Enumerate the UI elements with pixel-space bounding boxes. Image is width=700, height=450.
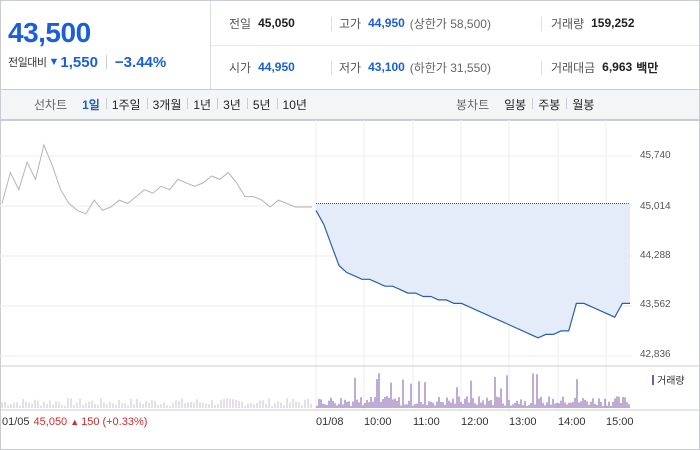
- divider: [105, 55, 107, 69]
- divider: [541, 61, 542, 75]
- amount-value: 6,963: [602, 60, 633, 74]
- chart-toolbar: 선차트 1일 1주일 3개월 1년 3년 5년 10년 봉차트 일봉 주봉 월봉: [0, 90, 700, 120]
- amount-unit: 백만: [636, 60, 659, 75]
- change-label: 전일대비: [8, 57, 47, 69]
- up-arrow-icon: ▲: [70, 417, 80, 427]
- period-1y-tab[interactable]: 1년: [187, 96, 217, 113]
- row-divider: [211, 45, 699, 46]
- y-tick-label: 44,288: [640, 250, 671, 261]
- volume-swatch: [652, 374, 654, 385]
- line-chart-label: 선차트: [34, 98, 68, 112]
- y-tick-label: 45,740: [640, 150, 671, 161]
- prev-day-date: 01/05: [2, 416, 30, 428]
- monthly-candle-tab[interactable]: 월봉: [566, 96, 600, 113]
- x-tick-label: 12:00: [461, 416, 489, 428]
- x-tick-label: 15:00: [606, 416, 634, 428]
- high-value: 44,950: [368, 16, 405, 30]
- x-tick-label: 13:00: [509, 416, 537, 428]
- quote-header: 43,500 전일대비 ▼ 1,550 −3.44% 전일 45,050 고가 …: [0, 0, 700, 90]
- candle-group: 봉차트 일봉 주봉 월봉: [456, 90, 600, 119]
- prev-day-close: 45,050: [33, 416, 68, 428]
- divider: [331, 61, 332, 75]
- x-tick-label: 10:00: [364, 416, 392, 428]
- prev-close-value: 45,050: [258, 16, 295, 30]
- price-summary: 43,500 전일대비 ▼ 1,550 −3.44%: [1, 1, 211, 89]
- low-label: 저가: [339, 60, 362, 75]
- low-value: 43,100: [368, 60, 405, 74]
- high-label: 고가: [339, 16, 362, 31]
- candle-chart-label: 봉차트: [456, 98, 490, 112]
- high-cell: 고가 44,950 (상한가 58,500): [339, 1, 491, 45]
- volume-legend-label: 거래량: [657, 376, 685, 387]
- amount-label: 거래대금: [551, 60, 596, 75]
- open-cell: 시가 44,950: [229, 45, 295, 89]
- down-arrow-icon: ▼: [48, 56, 60, 68]
- volume-legend: 거래량: [652, 372, 685, 387]
- prev-day-change-pct: (+0.33%): [102, 416, 148, 428]
- volume-cell: 거래량 159,252: [551, 1, 635, 45]
- amount-cell: 거래대금 6,963 백만: [551, 45, 658, 89]
- weekly-candle-tab[interactable]: 주봉: [532, 96, 566, 113]
- volume-value: 159,252: [591, 16, 635, 30]
- x-tick-label: 14:00: [558, 416, 586, 428]
- quote-stats: 전일 45,050 고가 44,950 (상한가 58,500) 거래량 159…: [211, 1, 699, 89]
- x-tick-label: 01/08: [316, 416, 344, 428]
- change-absolute: 1,550: [60, 53, 98, 71]
- period-3m-tab[interactable]: 3개월: [146, 96, 188, 113]
- chart-canvas: [0, 120, 700, 450]
- y-tick-label: 42,836: [640, 349, 671, 360]
- y-tick-label: 43,562: [640, 299, 671, 310]
- x-tick-label: 11:00: [413, 416, 440, 428]
- today-price-line: [315, 210, 630, 339]
- today-area-fill: [316, 203, 630, 338]
- change-row: 전일대비 ▼ 1,550 −3.44%: [8, 53, 166, 71]
- prev-day-change: 150: [81, 416, 100, 428]
- period-1w-tab[interactable]: 1주일: [105, 96, 147, 113]
- prev-close-label: 전일: [229, 16, 252, 31]
- period-1d-tab[interactable]: 1일: [82, 98, 100, 112]
- period-10y-tab[interactable]: 10년: [276, 96, 313, 113]
- open-value: 44,950: [258, 60, 295, 74]
- divider: [331, 17, 332, 31]
- prev-day-info: 01/05 45,050 ▲ 150 (+0.33%): [2, 416, 147, 428]
- prev-close-cell: 전일 45,050: [229, 1, 295, 45]
- low-cell: 저가 43,100 (하한가 31,550): [339, 45, 491, 89]
- daily-candle-tab[interactable]: 일봉: [504, 98, 527, 112]
- current-price: 43,500: [8, 17, 91, 48]
- upper-limit: (상한가 58,500): [409, 16, 491, 31]
- open-label: 시가: [229, 60, 252, 75]
- y-tick-label: 45,014: [640, 201, 671, 212]
- change-percent: −3.44%: [114, 53, 167, 71]
- volume-label: 거래량: [551, 16, 585, 31]
- lower-limit: (하한가 31,550): [409, 60, 491, 75]
- divider: [541, 17, 542, 31]
- prev-day-line: [1, 143, 312, 215]
- period-5y-tab[interactable]: 5년: [246, 96, 277, 113]
- period-3y-tab[interactable]: 3년: [217, 96, 247, 113]
- price-chart: 45,740 45,014 44,288 43,562 42,836 거래량 0…: [0, 120, 700, 450]
